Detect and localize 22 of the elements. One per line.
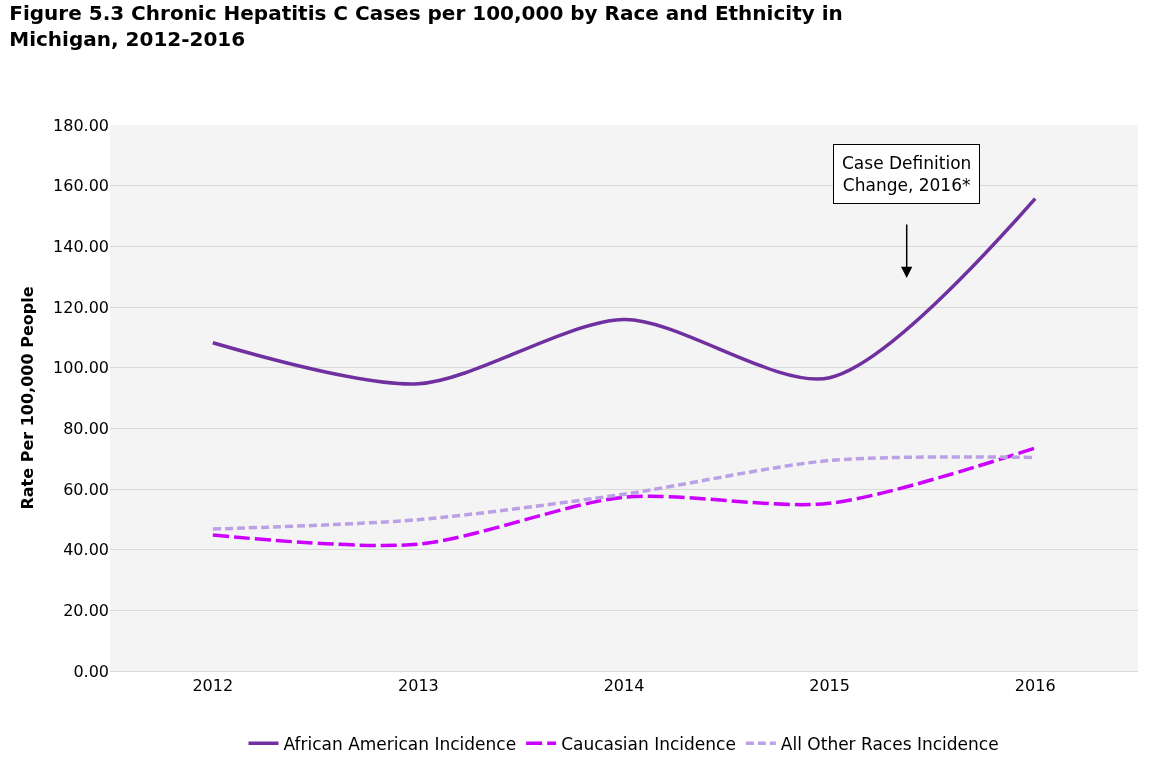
y-tick-label: 120.00 xyxy=(53,297,109,317)
line-series xyxy=(211,196,1037,386)
legend-label: All Other Races Incidence xyxy=(780,733,999,754)
y-tick-label: 100.00 xyxy=(53,358,109,378)
x-tick-label: 2015 xyxy=(809,676,850,696)
x-tick-label: 2014 xyxy=(603,676,645,696)
annotation: Case Definition Change, 2016* xyxy=(842,153,972,196)
chart-title: Figure 5.3 Chronic Hepatitis C Cases per 100,000 by Race and Ethnicity in Michigan, 2012-2016 xyxy=(9,0,843,51)
x-tick-label: 2016 xyxy=(1014,676,1056,696)
y-tick-label: 140.00 xyxy=(53,236,109,256)
y-tick-label: 160.00 xyxy=(53,176,109,196)
y-tick-label: 0.00 xyxy=(73,661,109,681)
y-axis-title: Rate Per 100,000 People xyxy=(17,286,37,510)
legend-label: Caucasian Incidence xyxy=(561,733,736,754)
y-tick-label: 80.00 xyxy=(63,418,109,438)
legend-label: African American Incidence xyxy=(283,733,517,754)
y-tick-label: 20.00 xyxy=(63,600,109,620)
y-tick-label: 40.00 xyxy=(63,540,109,560)
x-tick-label: 2012 xyxy=(192,676,234,696)
x-tick-label: 2013 xyxy=(398,676,439,696)
y-tick-label: 60.00 xyxy=(63,479,109,499)
y-tick-label: 180.00 xyxy=(53,115,109,135)
